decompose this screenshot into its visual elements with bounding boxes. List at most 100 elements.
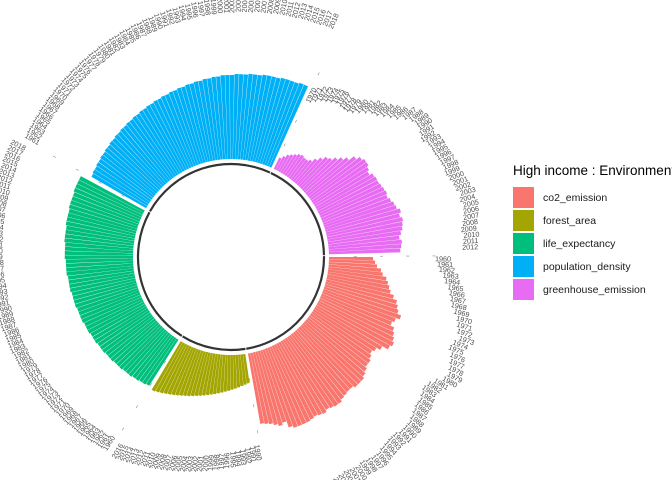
year-label: 2004: [240, 0, 250, 13]
bar-forest-area-2016: [151, 341, 183, 392]
legend-key-co2-emission: [513, 187, 534, 208]
year-label: 1996: [222, 453, 231, 469]
bar-greenhouse-emission-2009: [328, 235, 400, 247]
bar-co2-emission-1967: [327, 274, 390, 290]
year-label: 2007: [161, 454, 174, 472]
year-label: 1990: [253, 444, 264, 461]
year-label: 1992: [164, 8, 177, 26]
bar-greenhouse-emission-1981: [296, 157, 323, 186]
year-label: 2011: [283, 0, 295, 17]
series-life-expectancy: [64, 176, 179, 386]
baseline-arcs: [136, 162, 326, 352]
bar-population-density-1983: [149, 102, 187, 171]
bar-population-density-1986: [160, 95, 194, 168]
year-label: 2001: [195, 455, 206, 472]
bar-population-density-1994: [193, 81, 213, 162]
bar-greenhouse-emission-2011: [328, 244, 402, 252]
year-label: 2006: [252, 0, 263, 13]
year-label: 1992: [243, 447, 253, 464]
bar-greenhouse-emission-1988: [308, 156, 363, 199]
year-label: 2009: [271, 0, 283, 15]
bar-co2-emission-1990: [300, 324, 362, 385]
bar-co2-emission-1988: [303, 321, 366, 377]
bar-life-expectancy-2000: [64, 250, 134, 256]
legend-label: greenhouse_emission: [543, 283, 646, 296]
bar-greenhouse-emission-2007: [327, 226, 403, 242]
bar-life-expectancy-1974: [102, 314, 153, 353]
bar-life-expectancy-1973: [105, 316, 155, 356]
bar-life-expectancy-1986: [77, 287, 139, 312]
bar-greenhouse-emission-1971: [275, 155, 286, 172]
bar-life-expectancy-2011: [68, 204, 138, 229]
baseline-arc-co2-emission: [246, 256, 326, 350]
bar-population-density-1999: [216, 76, 226, 160]
bar-forest-area-2003: [201, 352, 214, 396]
year-label: 2013: [0, 166, 16, 180]
legend-label: co2_emission: [543, 191, 608, 204]
year-label: 2001: [0, 240, 3, 250]
bar-co2-emission-1974: [322, 291, 396, 323]
year-label: 2008: [461, 217, 478, 228]
bar-life-expectancy-2018: [79, 176, 145, 213]
bar-co2-emission-1972: [323, 286, 399, 314]
year-label: 1962: [439, 265, 456, 275]
bar-life-expectancy-1981: [85, 299, 144, 331]
bar-greenhouse-emission-1995: [317, 180, 380, 214]
bar-life-expectancy-1969: [116, 323, 162, 367]
bar-co2-emission-1983: [311, 311, 373, 354]
bar-population-density-1975: [123, 125, 171, 182]
bar-life-expectancy-2015: [73, 187, 142, 220]
legend-key-greenhouse-emission: [513, 279, 534, 300]
bar-co2-emission-1975: [321, 293, 393, 326]
legend-item-greenhouse-emission: greenhouse_emission: [513, 278, 672, 301]
year-label: 2012: [462, 242, 478, 252]
year-label: 2007: [0, 202, 6, 214]
bar-co2-emission-1970: [325, 281, 397, 305]
bar-population-density-1984: [153, 99, 190, 170]
bar-population-density-1974: [120, 127, 169, 184]
bar-population-density-1970: [109, 140, 161, 191]
bar-life-expectancy-1967: [122, 327, 165, 372]
year-label: 1966: [448, 288, 465, 299]
legend-item-co2-emission: co2_emission: [513, 186, 672, 209]
year-label: 2003: [459, 185, 477, 198]
bar-greenhouse-emission-2002: [324, 205, 397, 230]
bar-co2-emission-1976: [320, 295, 395, 332]
bar-life-expectancy-1978: [92, 305, 148, 341]
bar-population-density-1982: [145, 104, 185, 172]
bar-co2-emission-1997: [286, 336, 339, 407]
bar-forest-area-2014: [159, 343, 188, 394]
bar-co2-emission-1992: [296, 328, 354, 390]
year-label: 1970: [455, 313, 473, 326]
bar-co2-emission-1989: [301, 322, 365, 382]
bar-forest-area-2010: [175, 347, 197, 396]
bar-population-density-2001: [225, 75, 231, 160]
bar-forest-area-2007: [186, 350, 204, 397]
bar-population-density-1989: [172, 89, 201, 165]
bar-greenhouse-emission-2012: [328, 248, 401, 255]
bar-population-density-2017: [266, 82, 304, 167]
baseline-arc-greenhouse-emission: [270, 171, 326, 256]
year-label: 1965: [447, 282, 464, 293]
bar-life-expectancy-1984: [79, 292, 141, 320]
year-label: 2010: [463, 229, 480, 239]
bar-co2-emission-1962: [328, 261, 378, 268]
bar-forest-area-1994: [233, 354, 237, 389]
bar-life-expectancy-1979: [90, 303, 147, 337]
bar-greenhouse-emission-1999: [321, 194, 388, 223]
bar-co2-emission-1995: [290, 333, 345, 400]
bar-life-expectancy-1965: [128, 330, 169, 377]
bar-population-density-1996: [202, 78, 218, 161]
bar-life-expectancy-2006: [65, 225, 135, 241]
year-label: 2002: [0, 234, 4, 244]
bar-population-density-2002: [229, 75, 235, 160]
bar-life-expectancy-1995: [66, 265, 134, 276]
bar-greenhouse-emission-2010: [328, 239, 402, 250]
bar-greenhouse-emission-1972: [278, 154, 290, 173]
bar-forest-area-2013: [163, 344, 190, 395]
year-label: 2013: [296, 2, 309, 20]
bar-population-density-1985: [157, 98, 192, 169]
bar-co2-emission-1986: [306, 317, 368, 367]
bar-forest-area-2008: [182, 349, 201, 397]
bar-greenhouse-emission-1991: [312, 166, 370, 205]
